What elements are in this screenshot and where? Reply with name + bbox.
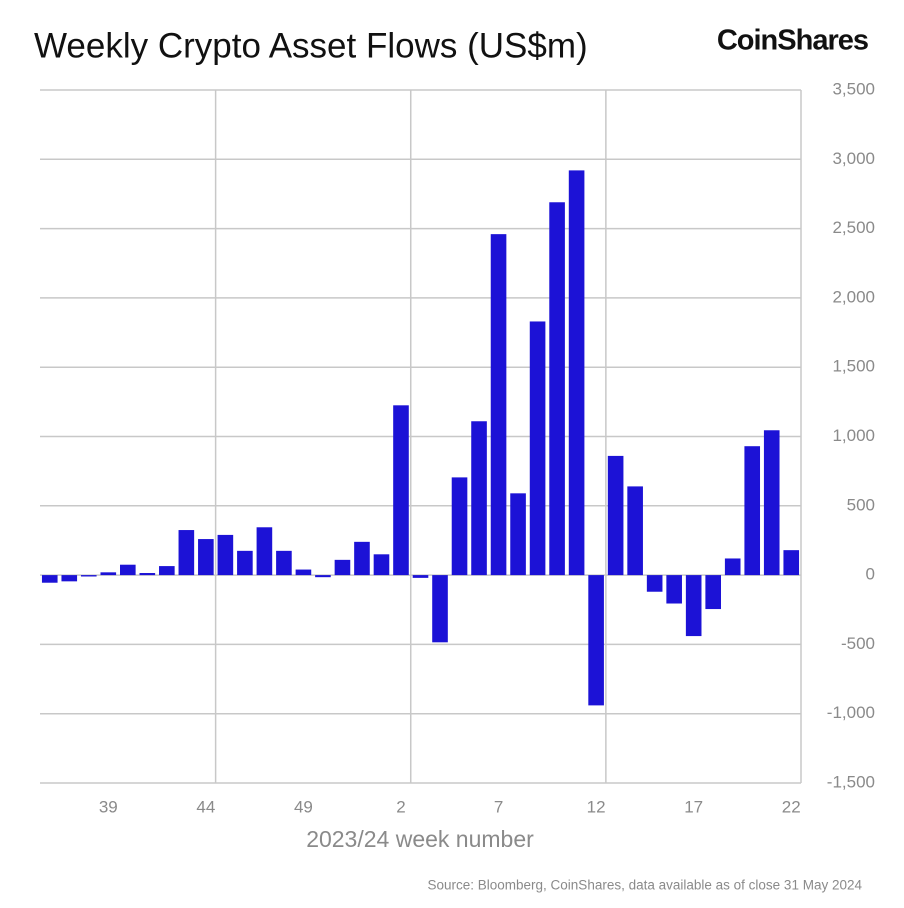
y-tick-label: -500 — [841, 634, 875, 653]
bar — [198, 539, 214, 576]
brand-logo: CoinShares — [717, 25, 868, 57]
bar — [334, 559, 351, 576]
bar — [61, 575, 78, 582]
chart-title: Weekly Crypto Asset Flows (US$m) — [34, 26, 588, 65]
bar — [373, 554, 390, 576]
x-tick-label: 12 — [587, 797, 606, 816]
bar — [724, 558, 741, 576]
bar — [139, 573, 156, 576]
bar — [510, 493, 526, 576]
x-tick-label: 39 — [99, 797, 118, 816]
bar — [744, 446, 761, 576]
x-tick-label: 2 — [396, 797, 405, 816]
y-tick-label: 1,500 — [832, 357, 875, 376]
bar — [393, 405, 409, 576]
y-tick-label: -1,500 — [827, 772, 875, 791]
y-tick-label: 1,000 — [832, 426, 875, 445]
bar — [627, 486, 643, 576]
bar — [100, 572, 117, 576]
y-tick-label: 3,000 — [832, 149, 875, 168]
bar — [529, 321, 546, 576]
bar — [295, 569, 312, 576]
bar — [276, 550, 292, 576]
bar — [685, 575, 702, 637]
y-tick-label: 0 — [866, 565, 875, 584]
bar — [568, 170, 585, 576]
bar — [607, 455, 624, 576]
bar — [705, 575, 721, 610]
bar — [783, 550, 800, 576]
bar — [217, 534, 234, 576]
source-note: Source: Bloomberg, CoinShares, data avai… — [427, 878, 862, 893]
y-tick-label: 2,500 — [832, 218, 875, 237]
x-tick-label: 17 — [684, 797, 703, 816]
bar — [432, 575, 448, 643]
bar — [451, 477, 468, 576]
y-tick-label: 2,000 — [832, 287, 875, 306]
bar — [178, 530, 195, 576]
y-tick-label: -1,000 — [827, 703, 875, 722]
bar — [159, 566, 175, 576]
bar — [763, 430, 780, 576]
bar — [666, 575, 682, 604]
bar — [237, 550, 253, 576]
x-tick-label: 49 — [294, 797, 313, 816]
bar — [490, 234, 507, 576]
x-axis-label: 2023/24 week number — [306, 826, 534, 852]
bar — [588, 575, 604, 706]
bar — [549, 202, 565, 576]
bar — [471, 421, 487, 576]
bar — [354, 541, 370, 576]
y-tick-label: 500 — [847, 495, 875, 514]
x-tick-label: 7 — [494, 797, 503, 816]
bar — [412, 575, 429, 578]
bar — [41, 575, 58, 583]
bar — [256, 527, 273, 576]
bar — [120, 564, 136, 576]
x-tick-label: 44 — [196, 797, 215, 816]
x-tick-label: 22 — [782, 797, 801, 816]
bar — [80, 575, 97, 577]
bar — [315, 575, 331, 578]
bar — [646, 575, 663, 592]
y-tick-label: 3,500 — [832, 79, 875, 98]
